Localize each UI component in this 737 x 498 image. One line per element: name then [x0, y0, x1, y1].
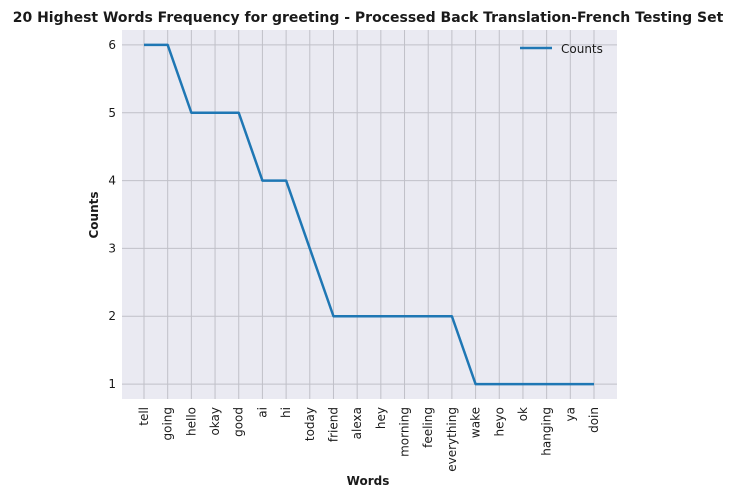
y-ticks: 1 2 3 4 5 6 — [108, 38, 116, 391]
y-tick-label: 4 — [108, 174, 116, 188]
y-tick-label: 6 — [108, 38, 116, 52]
x-tick-label: hello — [184, 407, 198, 436]
y-axis-label: Counts — [87, 191, 101, 238]
x-tick-label: tell — [137, 407, 151, 426]
y-tick-label: 3 — [108, 241, 116, 255]
x-tick-label: hanging — [540, 407, 554, 456]
series — [143, 43, 595, 386]
x-tick-label: ya — [563, 407, 577, 421]
y-tick-label: 1 — [108, 377, 116, 391]
x-tick-label: hi — [279, 407, 293, 418]
chart-title: 20 Highest Words Frequency for greeting … — [13, 10, 724, 26]
x-tick-label: today — [303, 407, 317, 441]
grid — [122, 30, 617, 399]
x-tick-label: morning — [398, 407, 412, 457]
x-ticks: tell going hello okay good ai hi today friend ale… — [137, 407, 601, 472]
x-tick-label: everything — [445, 407, 459, 472]
legend: Counts — [520, 42, 603, 56]
x-tick-label: okay — [208, 407, 222, 436]
legend-label-counts: Counts — [561, 42, 603, 56]
x-axis-label: Words — [347, 474, 390, 488]
y-tick-label: 5 — [108, 106, 116, 120]
series-line-counts — [144, 43, 594, 386]
x-tick-label: ai — [255, 407, 269, 418]
x-tick-label: feeling — [421, 407, 435, 448]
x-tick-label: hey — [374, 407, 388, 429]
x-tick-label: good — [232, 407, 246, 437]
x-tick-label: doin — [587, 407, 601, 433]
y-tick-label: 2 — [108, 309, 116, 323]
plot-area — [122, 30, 617, 399]
x-tick-label: wake — [469, 407, 483, 438]
x-tick-label: alexa — [350, 407, 364, 439]
x-tick-label: friend — [326, 407, 340, 442]
x-tick-label: ok — [516, 407, 530, 421]
x-tick-label: going — [161, 407, 175, 441]
x-tick-label: heyo — [492, 407, 506, 436]
